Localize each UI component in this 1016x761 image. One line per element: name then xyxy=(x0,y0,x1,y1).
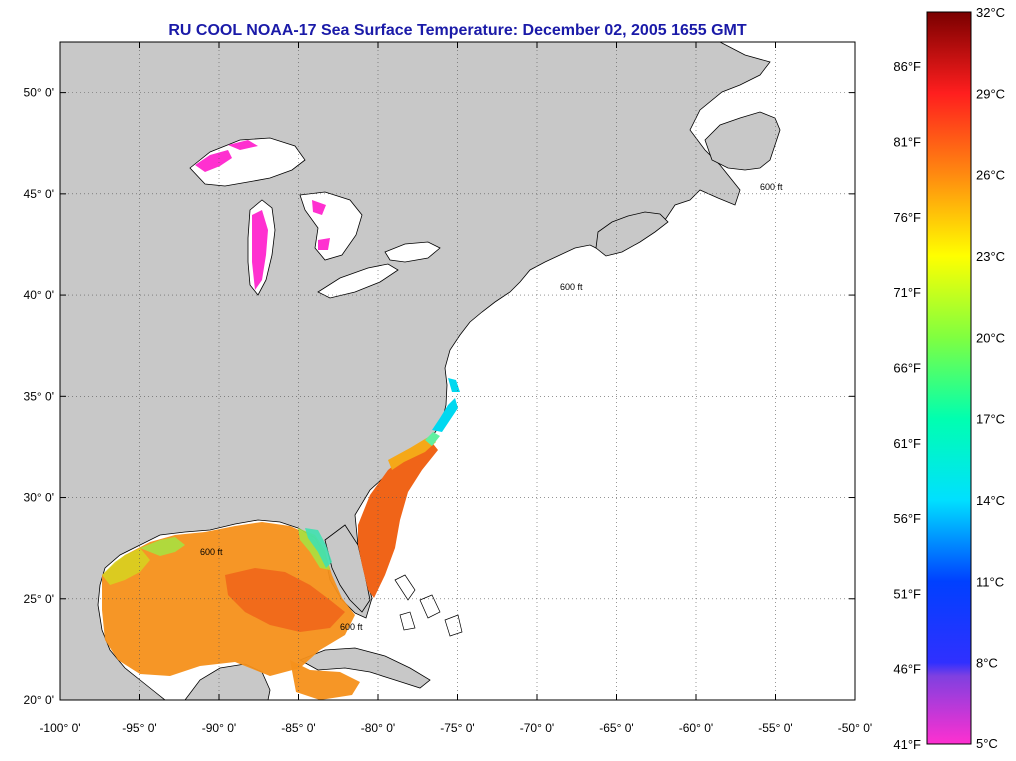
sst-gulf-hot xyxy=(225,568,345,632)
colorbar-fahrenheit-label: 41°F xyxy=(893,737,921,752)
colorbar-celsius-labels: 32°C 29°C 26°C 23°C 20°C 17°C 14°C 11°C 8°C 5°C xyxy=(976,5,1005,751)
lat-tick-label: 50° 0' xyxy=(24,86,54,100)
lon-tick-label: -95° 0' xyxy=(122,721,156,735)
longitude-axis: -100° 0' -95° 0' -90° 0' -85° 0' -80° 0' -75°… xyxy=(39,42,872,735)
lon-tick-label: -75° 0' xyxy=(440,721,474,735)
lon-tick-label: -100° 0' xyxy=(39,721,80,735)
colorbar-fahrenheit-label: 56°F xyxy=(893,511,921,526)
colorbar-celsius-label: 32°C xyxy=(976,5,1005,20)
colorbar-fahrenheit-label: 86°F xyxy=(893,59,921,74)
land-cuba xyxy=(299,647,431,689)
colorbar xyxy=(926,11,972,745)
land-nova-scotia xyxy=(595,211,669,257)
map-grid xyxy=(60,42,855,700)
latitude-axis: 50° 0' 45° 0' 40° 0' 35° 0' 30° 0' 25° 0' 20° … xyxy=(24,86,855,707)
land-florida xyxy=(324,524,371,613)
lake-erie xyxy=(317,263,399,299)
lon-tick-label: -85° 0' xyxy=(281,721,315,735)
lon-tick-label: -65° 0' xyxy=(599,721,633,735)
colorbar-fahrenheit-label: 81°F xyxy=(893,135,921,150)
colorbar-fahrenheit-label: 76°F xyxy=(893,210,921,225)
sst-gulf-cool-west xyxy=(102,548,150,585)
colorbar-celsius-label: 11°C xyxy=(976,574,1004,589)
contour-label: 600 ft xyxy=(340,622,363,632)
land-north-america xyxy=(60,42,771,700)
land-newfoundland xyxy=(704,111,781,171)
sst-carolina-green xyxy=(425,432,440,446)
colorbar-celsius-label: 14°C xyxy=(976,493,1005,508)
colorbar-celsius-label: 8°C xyxy=(976,656,998,671)
contour-label: 600 ft xyxy=(760,182,783,192)
sst-gulf-cool-florida xyxy=(305,528,332,568)
colorbar-celsius-label: 23°C xyxy=(976,249,1005,264)
colorbar-fahrenheit-label: 61°F xyxy=(893,436,921,451)
lon-tick-label: -90° 0' xyxy=(202,721,236,735)
depth-contour-labels: 600 ft 600 ft 600 ft 600 ft xyxy=(200,182,783,632)
colorbar-celsius-label: 29°C xyxy=(976,86,1005,101)
contour-label: 600 ft xyxy=(200,547,223,557)
land-bahamas xyxy=(394,574,463,637)
lat-tick-label: 25° 0' xyxy=(24,592,54,606)
colorbar-fahrenheit-label: 71°F xyxy=(893,285,921,300)
map-title: RU COOL NOAA-17 Sea Surface Temperature:… xyxy=(168,22,747,39)
colorbar-fahrenheit-label: 66°F xyxy=(893,360,921,375)
colorbar-fahrenheit-labels: 86°F 81°F 76°F 71°F 66°F 61°F 56°F 51°F 46°F 41°F xyxy=(893,59,921,752)
sst-gulf-cool-north xyxy=(140,528,330,570)
contour-label: 600 ft xyxy=(560,282,583,292)
lon-tick-label: -60° 0' xyxy=(679,721,713,735)
lat-tick-label: 20° 0' xyxy=(24,693,54,707)
colorbar-celsius-label: 26°C xyxy=(976,168,1005,183)
lat-tick-label: 40° 0' xyxy=(24,288,54,302)
sst-carolina-cool xyxy=(432,378,460,432)
lon-tick-label: -80° 0' xyxy=(361,721,395,735)
lat-tick-label: 35° 0' xyxy=(24,389,54,403)
sst-gulf-stream-edge xyxy=(388,436,436,470)
colorbar-celsius-label: 17°C xyxy=(976,412,1005,427)
colorbar-celsius-label: 20°C xyxy=(976,330,1005,345)
lon-tick-label: -50° 0' xyxy=(838,721,872,735)
lat-tick-label: 45° 0' xyxy=(24,187,54,201)
lon-tick-label: -70° 0' xyxy=(520,721,554,735)
lake-cold-water xyxy=(195,140,330,290)
lon-tick-label: -55° 0' xyxy=(758,721,792,735)
lake-ontario xyxy=(384,241,441,263)
colorbar-fahrenheit-label: 51°F xyxy=(893,586,921,601)
sst-caribbean xyxy=(290,660,360,700)
colorbar-celsius-label: 5°C xyxy=(976,736,998,751)
lat-tick-label: 30° 0' xyxy=(24,491,54,505)
colorbar-fahrenheit-label: 46°F xyxy=(893,662,921,677)
